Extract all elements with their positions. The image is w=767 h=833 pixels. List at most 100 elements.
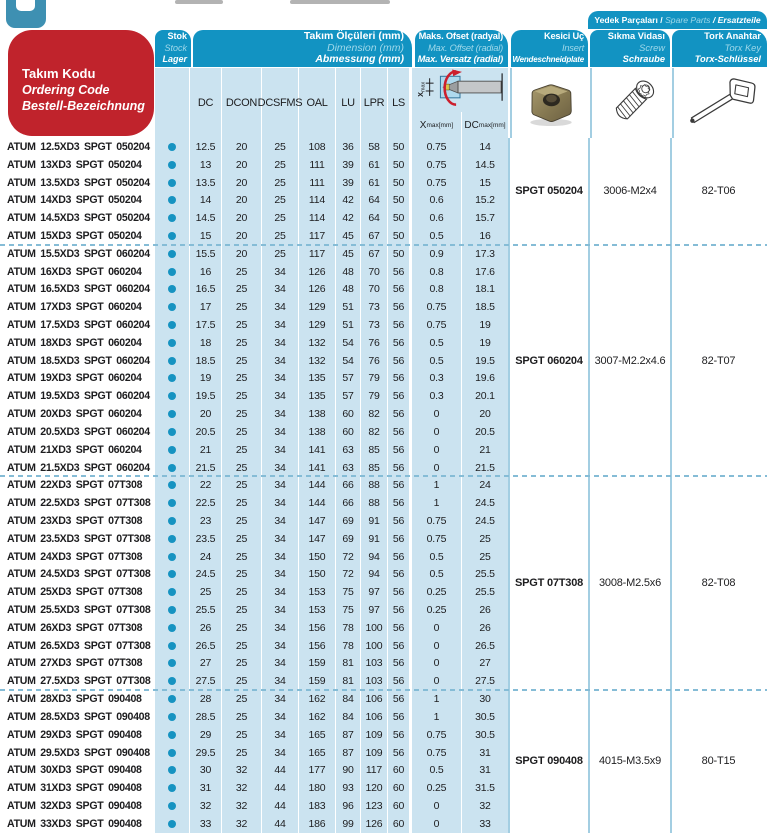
oal-cell: 147	[299, 529, 336, 548]
ls-cell: 56	[388, 512, 412, 530]
dcmax-cell: 21	[462, 440, 508, 459]
table-row: ATUM 12.5XD3 SPGT 050204 12.5 20 25 108 36 58 5…	[0, 138, 508, 156]
oal-cell: 177	[299, 761, 336, 780]
xmax-cell: 0	[412, 405, 462, 423]
xmax-cell: 1	[412, 708, 462, 726]
ordering-code-cell: ATUM 13.5XD3 SPGT 050204	[0, 173, 155, 192]
xmax-cell: 0	[412, 672, 462, 691]
ordering-code-cell: ATUM 15XD3 SPGT 050204	[0, 227, 155, 245]
stock-cell	[155, 316, 190, 334]
ordering-code-header: Takım Kodu Ordering Code Bestell-Bezeich…	[8, 30, 154, 136]
stock-cell	[155, 155, 190, 174]
dc-cell: 14.5	[190, 209, 222, 228]
stock-dot	[168, 481, 176, 490]
stock-dot	[168, 321, 176, 330]
stock-dot	[168, 677, 176, 686]
dcmax-cell: 15	[462, 173, 508, 192]
ordering-code-cell: ATUM 30XD3 SPGT 090408	[0, 761, 155, 780]
dcmax-cell: 19.6	[462, 369, 508, 388]
xmax-cell: 0.75	[412, 298, 462, 317]
dcsfms-cell: 34	[262, 494, 299, 513]
ordering-code-cell: ATUM 13XD3 SPGT 050204	[0, 155, 155, 174]
dc-cell: 17.5	[190, 316, 222, 334]
dcon-cell: 25	[222, 601, 262, 619]
table-row: ATUM 18.5XD3 SPGT 060204 18.5 25 34 132 54 76 5…	[0, 351, 508, 370]
oal-cell: 165	[299, 725, 336, 744]
insert-column-header: Kesici Uç Insert Wendeschneidplate	[511, 30, 588, 67]
dcmax-cell: 33	[462, 814, 508, 833]
lu-cell: 45	[336, 227, 361, 245]
ls-cell: 50	[388, 173, 412, 192]
ls-cell: 56	[388, 529, 412, 548]
stock-cell	[155, 494, 190, 513]
spare-parts-label-tr: Yedek Parçaları	[594, 15, 658, 25]
table-row: ATUM 19XD3 SPGT 060204 19 25 34 135 57 79 56 0.3…	[0, 369, 508, 388]
spare-parts-label-de: Ersatzteile	[717, 15, 761, 25]
ordering-code-cell: ATUM 22XD3 SPGT 07T308	[0, 476, 155, 495]
lpr-cell: 100	[361, 618, 388, 637]
ordering-code-cell: ATUM 18XD3 SPGT 060204	[0, 333, 155, 352]
stock-cell	[155, 191, 190, 210]
ls-cell: 50	[388, 155, 412, 174]
product-group: ATUM 15.5XD3 SPGT 060204 15.5 20 25 117 45 67 5…	[0, 243, 767, 477]
ls-cell: 56	[388, 547, 412, 566]
dcsfms-cell: 34	[262, 708, 299, 726]
stock-cell	[155, 565, 190, 584]
stock-dot	[168, 196, 176, 205]
dcsfms-cell: 34	[262, 618, 299, 637]
stock-cell	[155, 636, 190, 655]
dc-cell: 22	[190, 476, 222, 495]
lu-cell: 42	[336, 209, 361, 228]
ls-cell: 56	[388, 725, 412, 744]
oal-cell: 129	[299, 298, 336, 317]
table-row: ATUM 32XD3 SPGT 090408 32 32 44 183 96 123 60 0 3…	[0, 797, 508, 815]
screw-column-header: Sıkma Vidası Screw Schraube	[590, 30, 670, 67]
stock-cell	[155, 529, 190, 548]
torx-label-de: Torx-Schlüssel	[694, 54, 761, 65]
lu-cell: 87	[336, 743, 361, 762]
screw-label-de: Schraube	[622, 54, 665, 65]
oal-cell: 117	[299, 227, 336, 245]
stock-cell	[155, 779, 190, 798]
oal-cell: 183	[299, 797, 336, 815]
table-row: ATUM 27XD3 SPGT 07T308 27 25 34 159 81 103 56 0 2…	[0, 654, 508, 673]
ordering-code-cell: ATUM 19XD3 SPGT 060204	[0, 369, 155, 388]
ls-cell: 50	[388, 138, 412, 156]
oal-cell: 126	[299, 280, 336, 299]
dc-cell: 28	[190, 690, 222, 708]
ls-cell: 60	[388, 779, 412, 798]
lu-cell: 39	[336, 173, 361, 192]
table-row: ATUM 23.5XD3 SPGT 07T308 23.5 25 34 147 69 91 5…	[0, 529, 508, 548]
dcsfms-cell: 34	[262, 636, 299, 655]
xmax-cell: 0.25	[412, 583, 462, 602]
stock-dot	[168, 516, 176, 525]
ordering-code-cell: ATUM 25.5XD3 SPGT 07T308	[0, 601, 155, 619]
ls-cell: 50	[388, 191, 412, 210]
dcon-cell: 25	[222, 565, 262, 584]
stock-dot	[168, 784, 176, 793]
lpr-cell: 109	[361, 743, 388, 762]
dcon-cell: 25	[222, 440, 262, 459]
stock-dot	[168, 285, 176, 294]
table-row: ATUM 25XD3 SPGT 07T308 25 25 34 153 75 97 56 0.2…	[0, 583, 508, 602]
ls-cell: 56	[388, 672, 412, 691]
dcon-cell: 25	[222, 458, 262, 477]
lpr-cell: 109	[361, 725, 388, 744]
stock-cell	[155, 618, 190, 637]
lu-cell: 45	[336, 244, 361, 263]
stock-dot	[168, 410, 176, 419]
lpr-cell: 91	[361, 512, 388, 530]
spare-part-images	[510, 68, 767, 138]
lpr-cell: 91	[361, 529, 388, 548]
dcon-cell: 25	[222, 333, 262, 352]
oal-cell: 144	[299, 476, 336, 495]
oal-cell: 153	[299, 601, 336, 619]
ordering-code-cell: ATUM 31XD3 SPGT 090408	[0, 779, 155, 798]
lpr-cell: 97	[361, 601, 388, 619]
dc-cell: 12.5	[190, 138, 222, 156]
insert-label-de: Wendeschneidplate	[512, 55, 584, 65]
lpr-cell: 73	[361, 298, 388, 317]
dc-cell: 33	[190, 814, 222, 833]
table-row: ATUM 26XD3 SPGT 07T308 26 25 34 156 78 100 56 0 2…	[0, 618, 508, 637]
